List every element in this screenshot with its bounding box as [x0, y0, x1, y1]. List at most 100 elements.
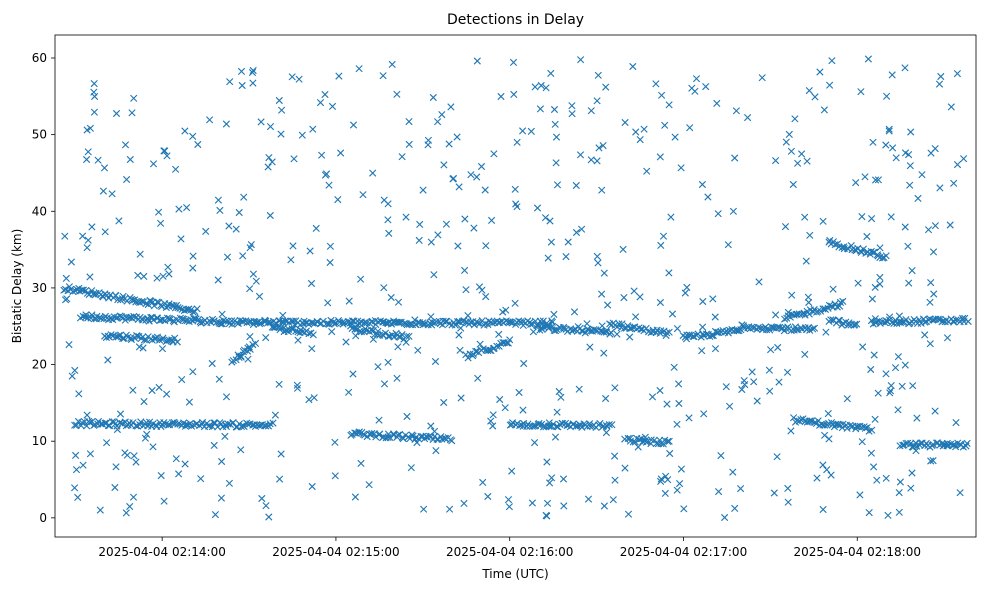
detection-marker — [275, 96, 283, 105]
detection-marker — [225, 479, 233, 487]
detection-marker — [738, 385, 746, 394]
detection-marker — [67, 258, 75, 266]
detection-marker — [548, 474, 556, 482]
detection-marker — [775, 378, 783, 386]
detection-marker — [863, 424, 871, 432]
detection-marker — [927, 279, 935, 287]
detection-marker — [178, 376, 186, 384]
detection-marker — [931, 222, 939, 230]
detection-marker — [164, 263, 172, 271]
detection-marker — [264, 163, 272, 171]
detection-marker — [475, 283, 484, 291]
detection-marker — [380, 318, 388, 326]
detection-marker — [729, 207, 737, 215]
detection-marker — [287, 256, 295, 264]
detection-marker — [506, 336, 514, 344]
detection-marker — [673, 420, 681, 428]
detection-marker — [659, 440, 667, 448]
detection-marker — [934, 315, 942, 323]
detection-marker — [869, 248, 877, 257]
detection-marker — [926, 298, 934, 306]
detection-marker — [661, 121, 669, 129]
detection-marker — [685, 414, 693, 422]
detection-marker — [666, 449, 674, 458]
detection-marker — [374, 363, 382, 371]
detection-marker — [485, 317, 493, 325]
detection-marker — [755, 278, 763, 286]
detection-marker — [115, 217, 123, 225]
detection-marker — [543, 458, 551, 466]
detection-marker — [246, 285, 254, 293]
detection-marker — [926, 340, 934, 348]
detection-marker — [657, 477, 665, 485]
detection-marker — [874, 389, 882, 397]
detection-marker — [667, 213, 675, 221]
detection-marker — [305, 396, 313, 404]
detection-marker — [943, 334, 952, 342]
detection-marker — [159, 316, 167, 324]
detection-marker — [879, 254, 887, 262]
detection-marker — [548, 322, 556, 330]
detection-marker — [402, 213, 410, 221]
detection-marker — [858, 438, 866, 446]
detection-marker — [784, 484, 792, 492]
detection-marker — [613, 330, 621, 338]
detection-marker — [97, 314, 105, 323]
detection-marker — [813, 474, 821, 482]
detection-marker — [123, 175, 131, 184]
detection-marker — [953, 161, 962, 169]
detection-marker — [511, 185, 519, 193]
detection-marker — [155, 208, 163, 216]
detection-marker — [457, 324, 465, 332]
detection-marker — [698, 180, 706, 189]
detection-marker — [222, 120, 230, 128]
detection-marker — [83, 244, 91, 252]
detection-marker — [361, 318, 369, 326]
detection-marker — [223, 253, 232, 261]
detection-marker — [427, 422, 435, 430]
detection-marker — [237, 67, 246, 75]
detection-marker — [894, 406, 902, 414]
detection-marker — [130, 94, 138, 102]
detection-marker — [699, 297, 707, 306]
detection-marker — [152, 421, 160, 429]
detection-marker — [103, 439, 111, 447]
detection-marker — [90, 108, 98, 116]
detection-marker — [533, 204, 542, 212]
detection-marker — [162, 303, 170, 312]
detection-marker — [665, 437, 673, 445]
detection-marker — [692, 75, 701, 83]
detection-marker — [115, 332, 123, 340]
detection-marker — [859, 245, 867, 253]
detection-marker — [805, 87, 813, 95]
detection-marker — [502, 306, 510, 314]
detection-marker — [894, 353, 902, 361]
detection-marker — [624, 510, 633, 518]
detection-marker — [174, 304, 182, 312]
detection-marker — [805, 298, 813, 307]
detection-marker — [531, 83, 539, 91]
detection-marker — [310, 394, 318, 402]
detection-marker — [84, 314, 92, 322]
detection-marker — [339, 318, 347, 326]
detection-marker — [868, 295, 876, 303]
detection-marker — [865, 509, 873, 517]
detection-marker — [246, 345, 254, 353]
detection-marker — [281, 317, 289, 325]
detection-marker — [570, 308, 579, 316]
detection-marker — [791, 115, 799, 123]
detection-marker — [349, 121, 358, 129]
detection-marker — [918, 171, 926, 179]
detection-marker — [853, 320, 861, 328]
detection-marker — [86, 273, 94, 281]
detection-marker — [138, 297, 146, 306]
detection-marker — [600, 328, 608, 336]
detection-marker — [161, 147, 169, 155]
detection-marker — [658, 91, 666, 99]
detection-marker — [726, 402, 734, 410]
detection-marker — [876, 273, 884, 281]
detection-marker — [306, 247, 314, 255]
detection-marker — [854, 279, 862, 287]
detection-marker — [372, 433, 380, 441]
